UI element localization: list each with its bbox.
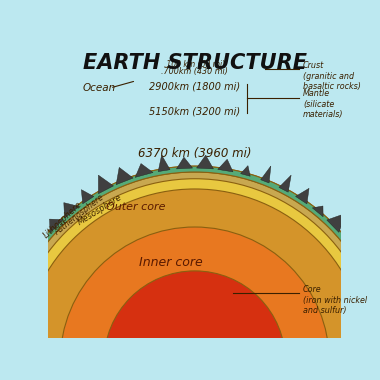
Text: 2900km (1800 mi): 2900km (1800 mi) [149,82,240,92]
Text: 6370 km (3960 mi): 6370 km (3960 mi) [138,147,252,160]
Polygon shape [158,155,170,172]
Polygon shape [5,287,16,302]
Text: .700km (430 mi): .700km (430 mi) [162,67,228,76]
Polygon shape [241,166,250,176]
Polygon shape [261,166,271,183]
Polygon shape [218,159,233,172]
Polygon shape [33,234,47,247]
Polygon shape [64,203,79,218]
Text: Mantle
(silicate
materials): Mantle (silicate materials) [303,89,344,119]
Text: Asthenosphere: Asthenosphere [53,192,106,237]
Polygon shape [116,168,133,185]
Polygon shape [0,329,4,340]
Wedge shape [0,166,380,362]
Wedge shape [5,172,380,362]
Polygon shape [20,251,35,264]
Polygon shape [366,268,380,280]
Text: Mesosphere: Mesosphere [76,193,124,228]
Wedge shape [60,227,329,362]
Polygon shape [296,188,309,204]
Text: Crust
(granitic and
basaltic rocks): Crust (granitic and basaltic rocks) [303,62,361,91]
Polygon shape [98,175,114,194]
Polygon shape [135,163,153,177]
Text: Ocean: Ocean [83,83,116,93]
Polygon shape [10,270,23,280]
Polygon shape [196,155,214,169]
Text: .100 km (60 mi): .100 km (60 mi) [164,60,225,69]
Text: Inner core: Inner core [139,256,203,269]
Text: Core
(iron with nickel
and sulfur): Core (iron with nickel and sulfur) [303,285,367,315]
Polygon shape [327,213,346,232]
Wedge shape [12,179,378,362]
Text: Outer core: Outer core [106,201,166,212]
Text: Lithosphere: Lithosphere [42,200,84,241]
Wedge shape [0,166,380,362]
Polygon shape [312,206,323,217]
Polygon shape [0,310,8,319]
Polygon shape [373,287,380,303]
Text: EARTH STRUCTURE: EARTH STRUCTURE [83,53,307,73]
Polygon shape [342,234,355,247]
Wedge shape [22,189,367,362]
Polygon shape [176,157,193,169]
Text: 5150km (3200 mi): 5150km (3200 mi) [149,106,240,116]
Polygon shape [49,219,63,233]
Polygon shape [81,190,94,204]
Wedge shape [104,271,285,362]
Polygon shape [356,249,374,263]
Polygon shape [279,175,291,192]
